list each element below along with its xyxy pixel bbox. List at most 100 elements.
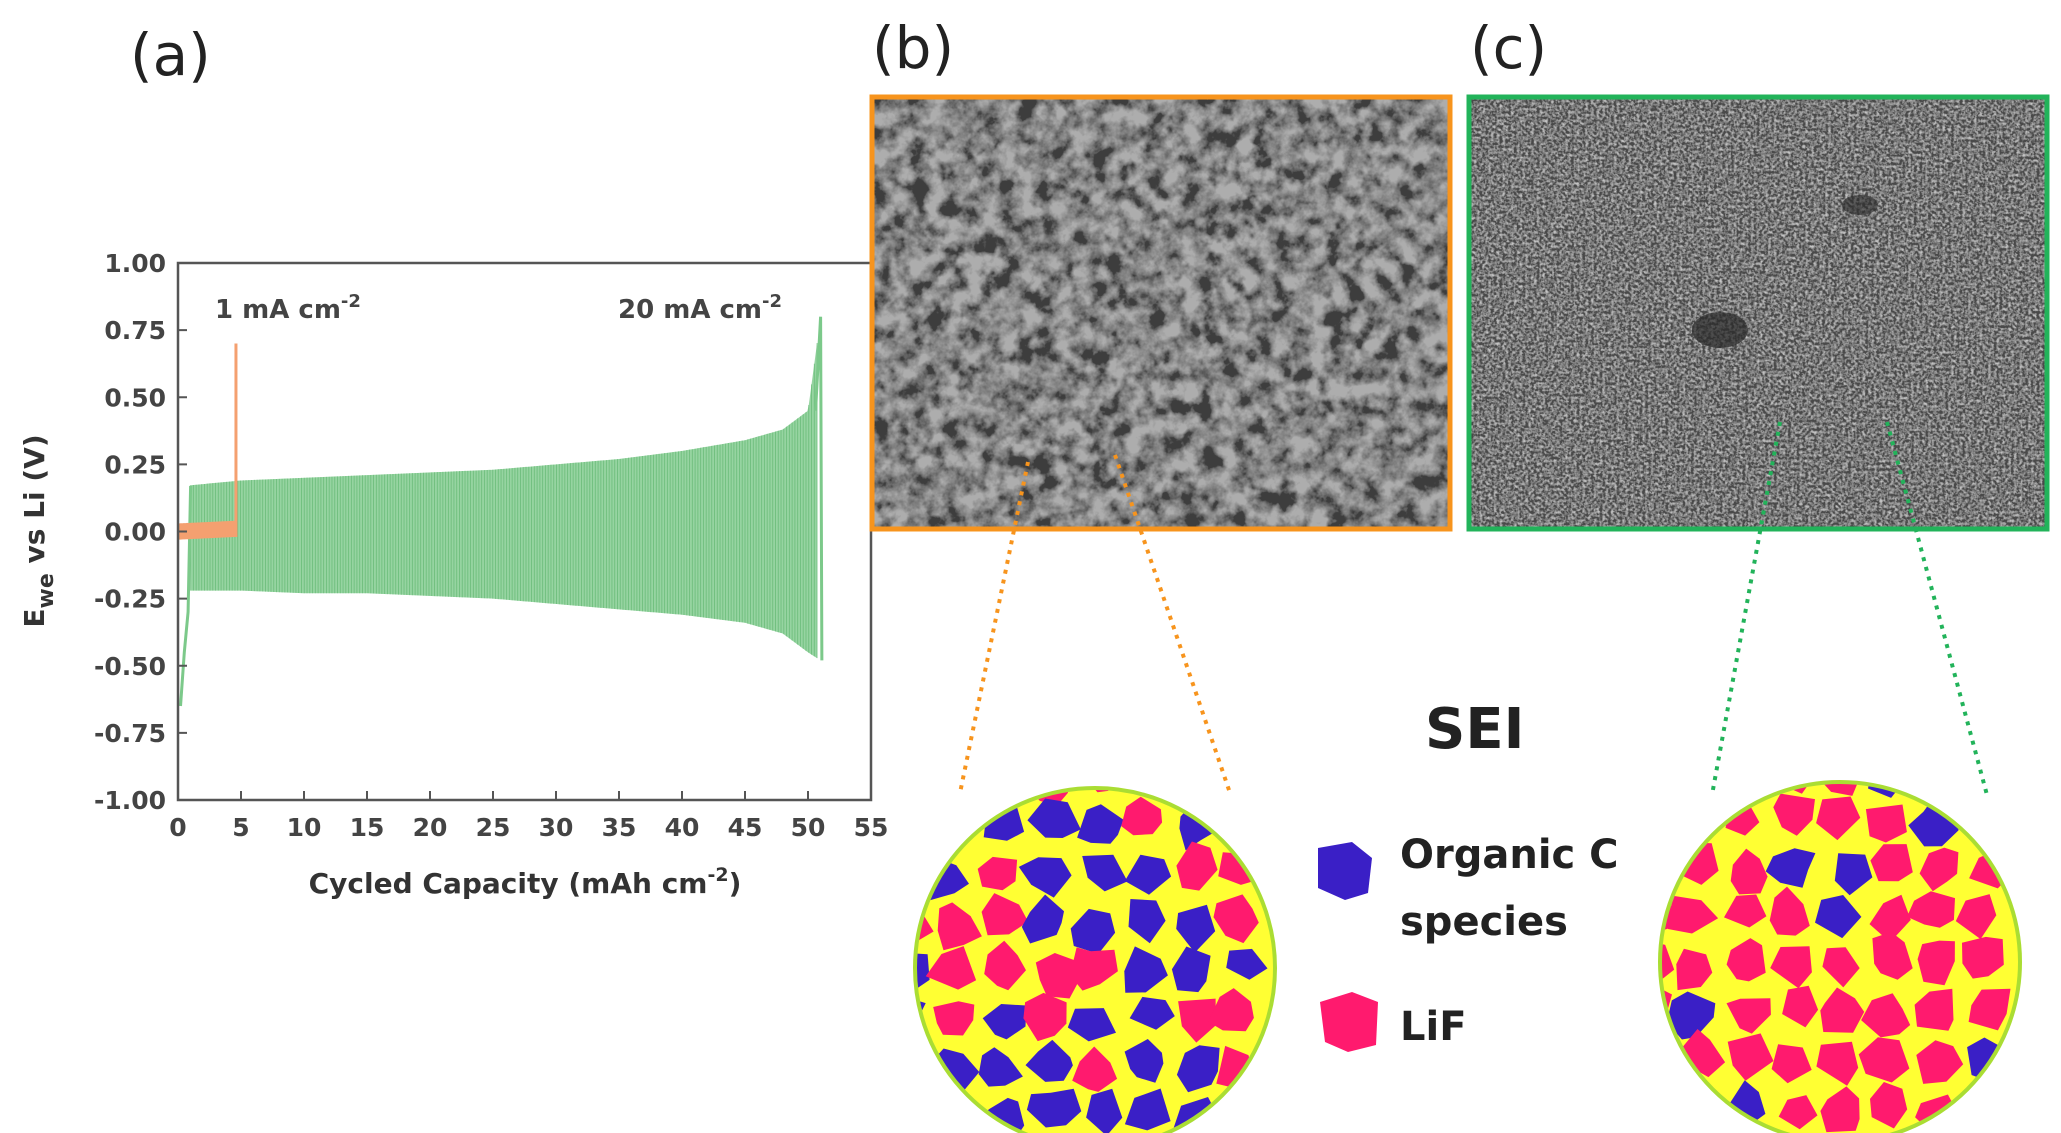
lif-grain bbox=[1820, 987, 1865, 1033]
organic-grain bbox=[1129, 996, 1175, 1030]
lif-grain bbox=[1660, 1039, 1675, 1087]
lif-grain bbox=[1865, 804, 1907, 843]
lif-grain bbox=[1667, 895, 1719, 934]
lif-grain bbox=[1726, 938, 1766, 982]
organic-grain bbox=[1765, 848, 1816, 888]
lif-grain bbox=[1213, 894, 1259, 944]
lif-grain bbox=[1208, 988, 1254, 1032]
organic-grain bbox=[915, 857, 931, 904]
sem-image-c bbox=[1466, 94, 2050, 532]
chart-traces bbox=[177, 316, 824, 707]
zoom-line-b-left bbox=[958, 461, 1030, 794]
lif-grain bbox=[1170, 788, 1218, 800]
organic-grain bbox=[1666, 991, 1716, 1040]
y-tick-label: -0.25 bbox=[94, 585, 166, 614]
panel-label-b: (b) bbox=[872, 14, 954, 82]
x-tick-label: 10 bbox=[287, 813, 322, 842]
lif-grain bbox=[933, 1001, 975, 1036]
lif-grain bbox=[1023, 992, 1067, 1042]
x-tick-label: 15 bbox=[350, 813, 385, 842]
sem-frame-c bbox=[1466, 94, 2050, 532]
legend-label-lif: LiF bbox=[1400, 1004, 1467, 1050]
lif-grain bbox=[1771, 1044, 1812, 1084]
lif-grain bbox=[1727, 1033, 1774, 1081]
x-tick-label: 30 bbox=[539, 813, 574, 842]
lif-grain bbox=[1668, 1086, 1713, 1133]
organic-grain bbox=[1026, 1088, 1082, 1128]
organic-grain bbox=[1124, 854, 1172, 895]
voltage-profile-chart: 0 5 10 15 20 25 30 35 40 45 50 55 1.00 0.75 0.50 0.25 0… bbox=[18, 249, 888, 900]
legend-swatch-organic bbox=[1318, 842, 1372, 900]
lif-grain bbox=[1730, 848, 1768, 895]
lif-grain bbox=[1968, 988, 2011, 1031]
organic-grain bbox=[1834, 853, 1873, 896]
lif-grain bbox=[1822, 782, 1865, 796]
lif-grain bbox=[1660, 801, 1674, 841]
lif-grain bbox=[1770, 946, 1812, 989]
lif-grain bbox=[1660, 1085, 1670, 1128]
lif-grain bbox=[1955, 894, 1997, 940]
lif-grain bbox=[1660, 782, 1667, 799]
lif-grain bbox=[1916, 1040, 1964, 1084]
series-20ma-final bbox=[814, 316, 824, 661]
lif-grain bbox=[1035, 953, 1080, 999]
panel-label-a: (a) bbox=[130, 21, 211, 89]
x-tick-label: 40 bbox=[665, 813, 700, 842]
organic-grain bbox=[1218, 788, 1255, 793]
sei-circle-left bbox=[913, 786, 1277, 1133]
y-axis-title: Ewe vs Li (V) bbox=[18, 434, 59, 627]
sei-circle-right bbox=[1658, 780, 2022, 1133]
lif-grain bbox=[1919, 847, 1959, 892]
lif-grain bbox=[1225, 805, 1268, 853]
lif-grain bbox=[1968, 782, 2012, 795]
lif-grain bbox=[1961, 1086, 2010, 1127]
lif-grain bbox=[1816, 1041, 1859, 1086]
x-tick-label: 20 bbox=[413, 813, 448, 842]
organic-grain bbox=[1176, 1045, 1220, 1093]
y-tick-label: -0.75 bbox=[94, 719, 166, 748]
lif-grain bbox=[1080, 788, 1124, 793]
organic-grain bbox=[1077, 804, 1124, 844]
sem-frame-b bbox=[869, 94, 1453, 532]
organic-grain bbox=[1021, 894, 1064, 944]
x-tick-label: 0 bbox=[169, 813, 186, 842]
lif-grain bbox=[977, 856, 1018, 891]
lif-grain bbox=[1922, 782, 1959, 804]
y-tick-label: 0.50 bbox=[104, 383, 166, 412]
zoom-line-c-right bbox=[1885, 421, 1989, 796]
x-tick-label: 45 bbox=[728, 813, 763, 842]
lif-grain bbox=[1872, 932, 1913, 980]
lif-grain bbox=[1176, 841, 1218, 891]
organic-grain bbox=[1176, 904, 1216, 953]
lif-grain bbox=[1769, 886, 1810, 936]
lif-grain bbox=[1676, 948, 1713, 991]
annotation-20ma: 20 mA cm-2 bbox=[618, 291, 782, 325]
y-tick-label: -1.00 bbox=[94, 786, 166, 815]
x-tick-label: 25 bbox=[476, 813, 511, 842]
lif-grain bbox=[1962, 936, 2004, 979]
y-tick-label: 1.00 bbox=[104, 249, 166, 278]
lif-grain bbox=[1660, 846, 1665, 892]
lif-grain bbox=[1782, 985, 1819, 1028]
organic-grain bbox=[1067, 1008, 1116, 1042]
organic-grain bbox=[1025, 1039, 1073, 1082]
y-axis-ticks: 1.00 0.75 0.50 0.25 0.00 -0.25 -0.50 -0.75 -1.00 bbox=[94, 249, 187, 815]
y-tick-label: -0.50 bbox=[94, 652, 166, 681]
lif-grain bbox=[1121, 796, 1163, 836]
organic-grain bbox=[982, 1004, 1027, 1040]
lif-grain bbox=[984, 940, 1026, 991]
lif-grain bbox=[1869, 894, 1911, 943]
x-tick-label: 5 bbox=[232, 813, 249, 842]
organic-grain bbox=[1082, 854, 1128, 892]
organic-grain bbox=[1171, 946, 1211, 993]
organic-grain bbox=[1124, 1088, 1171, 1131]
lif-grain bbox=[1968, 792, 2012, 841]
lif-grain bbox=[1861, 993, 1911, 1038]
lif-grain bbox=[1724, 894, 1767, 928]
y-tick-label: 0.25 bbox=[104, 450, 166, 479]
lif-grain bbox=[1721, 782, 1762, 790]
lif-grain bbox=[1070, 947, 1118, 991]
legend-label-organic-1: Organic C bbox=[1400, 832, 1619, 878]
organic-grain bbox=[1070, 908, 1116, 954]
lif-grain bbox=[1870, 844, 1913, 882]
